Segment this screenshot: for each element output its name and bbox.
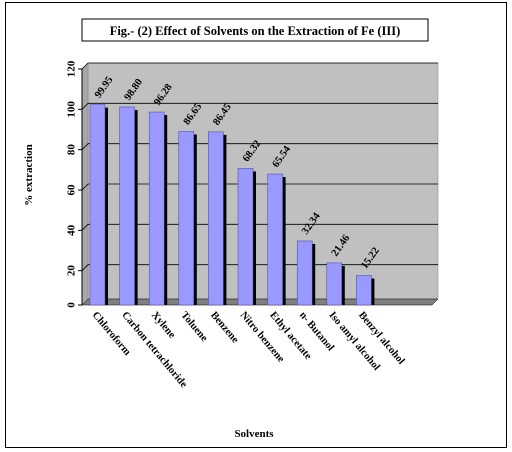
gridlines bbox=[81, 62, 438, 271]
y-axis: 0 20 40 60 80 100 120 bbox=[66, 60, 83, 308]
x-tick-label: Xylene bbox=[149, 310, 178, 341]
chart-frame: Fig.- (2) Effect of Solvents on the Extr… bbox=[5, 2, 507, 448]
plot-floor bbox=[81, 298, 439, 306]
plot-background bbox=[87, 62, 439, 300]
bar bbox=[208, 131, 224, 306]
bar bbox=[296, 240, 313, 306]
bar bbox=[356, 275, 372, 306]
bar bbox=[326, 262, 343, 306]
bars bbox=[89, 104, 375, 306]
plot-wall bbox=[81, 62, 439, 306]
bar bbox=[119, 106, 135, 306]
bar bbox=[89, 104, 106, 306]
gridline bbox=[81, 102, 438, 110]
y-tick-label: 100 bbox=[66, 101, 78, 118]
bar bbox=[267, 173, 283, 306]
plot-side-wall bbox=[81, 62, 89, 306]
gridline bbox=[81, 264, 438, 271]
bar bbox=[237, 168, 254, 306]
gridline bbox=[81, 183, 438, 191]
y-axis-label: % extraction bbox=[23, 144, 35, 205]
y-tick-label: 0 bbox=[66, 302, 78, 308]
gridline bbox=[81, 223, 438, 231]
y-tick-label: 80 bbox=[66, 144, 78, 156]
x-tick-label: Toluene bbox=[179, 310, 210, 344]
x-tick-label: Benzene bbox=[208, 310, 241, 346]
bar bbox=[178, 131, 195, 306]
chart-svg: Fig.- (2) Effect of Solvents on the Extr… bbox=[23, 18, 439, 440]
gridline bbox=[81, 62, 438, 70]
y-tick-label: 40 bbox=[66, 224, 78, 236]
x-axis-label: Solvents bbox=[234, 428, 274, 440]
y-tick-label: 20 bbox=[66, 265, 78, 277]
y-tick-label: 60 bbox=[66, 184, 78, 196]
chart-title: Fig.- (2) Effect of Solvents on the Extr… bbox=[110, 24, 401, 38]
bar bbox=[148, 111, 165, 306]
gridline bbox=[81, 143, 438, 150]
title-box bbox=[81, 18, 429, 42]
y-tick-label: 120 bbox=[66, 60, 78, 77]
